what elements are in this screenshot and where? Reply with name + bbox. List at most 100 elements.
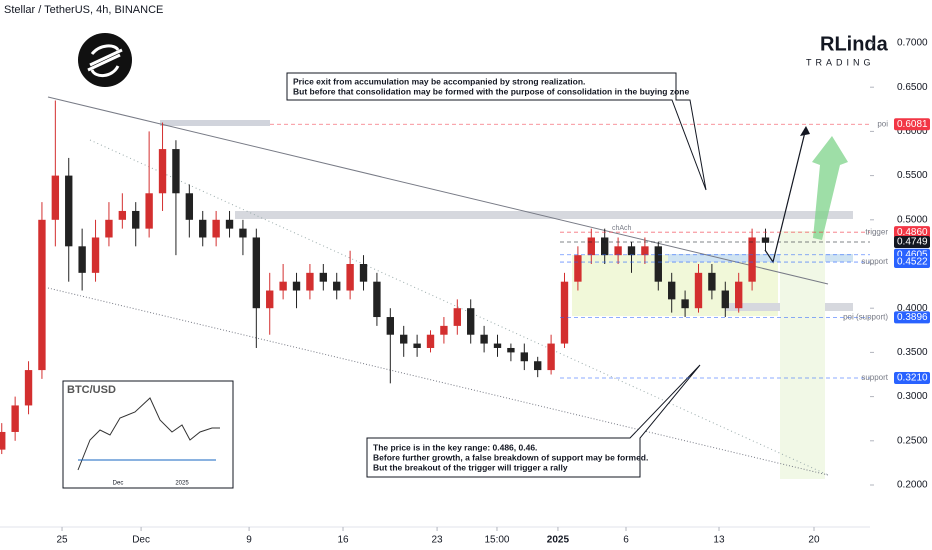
poi-zone [160, 120, 270, 126]
x-tick-label: 23 [432, 535, 444, 546]
candle-body [266, 290, 274, 309]
candle-body [373, 281, 381, 318]
candle-body [279, 281, 287, 291]
level-value: 0.4860 [897, 227, 928, 238]
level-badge [894, 226, 930, 239]
x-tick-label: 9 [246, 535, 252, 546]
x-tick-label: Dec [132, 535, 150, 546]
note-text: But the breakout of the trigger will tri… [373, 462, 568, 472]
candle-body [493, 343, 502, 348]
candle-body [654, 246, 662, 282]
candle-body [748, 237, 756, 282]
y-tick-label: 0.3500 [897, 347, 928, 358]
growth-arrow [812, 136, 848, 240]
inset-label: Dec [113, 481, 124, 487]
candle-body [694, 272, 703, 309]
candle-body [145, 193, 153, 229]
candle-body [587, 237, 595, 256]
level-badge [894, 118, 930, 131]
level-value: 0.4522 [897, 257, 928, 268]
plot [0, 100, 770, 455]
level-badge [894, 256, 930, 269]
candle-body [132, 210, 140, 229]
brand: RLinda [820, 33, 889, 55]
candle-body [426, 334, 435, 348]
note-text: But before that consolidation may be for… [293, 86, 689, 96]
candle-body [547, 343, 555, 371]
x-tick-label: 2025 [547, 535, 570, 546]
x-tick-label: 13 [713, 535, 725, 546]
candle-body [386, 317, 394, 335]
level-label: support [861, 257, 888, 266]
candle-body [601, 237, 609, 256]
candle-body [480, 334, 488, 344]
candle-body [38, 219, 46, 371]
candle-body [507, 347, 515, 353]
candle-body [346, 264, 354, 291]
candle-body [359, 264, 368, 282]
candle-body [614, 246, 622, 256]
candle-body [453, 308, 461, 326]
y-tick-label: 0.5500 [897, 170, 928, 181]
candle-body [51, 175, 60, 220]
chach-label: chAch [612, 225, 632, 232]
y-tick-label: 0.2500 [897, 435, 928, 446]
candle-body [627, 246, 636, 256]
y-tick-label: 0.6500 [897, 82, 928, 93]
candle-body [24, 370, 33, 406]
x-tick-label: 15:00 [484, 535, 509, 546]
y-tick-label: 0.4000 [897, 303, 928, 314]
note-text: The price is in the key range: 0.486, 0.… [373, 442, 537, 452]
channel-top [47, 96, 829, 285]
y-tick-label: 0.6000 [897, 126, 928, 137]
arrow-head [800, 126, 810, 136]
y-tick-label: 0.5000 [897, 214, 928, 225]
level-label: poi (support) [843, 313, 888, 322]
level-value: 0.4605 [897, 249, 928, 260]
candle-body [400, 334, 408, 344]
candle-body [105, 219, 113, 238]
candle-body [534, 361, 542, 371]
candle-body [681, 299, 689, 309]
candle-body [735, 281, 743, 309]
note-text: Before further growth, a false breakdown… [373, 452, 648, 462]
candle-body [91, 237, 100, 273]
level-label: poi [877, 119, 888, 128]
candle-body [185, 193, 194, 220]
target-zone [780, 231, 825, 479]
candle-body [761, 237, 770, 243]
candle-body [199, 219, 207, 238]
candle-body [440, 325, 448, 335]
candle-body [252, 237, 261, 309]
inset [62, 380, 234, 489]
level-value: 0.3896 [897, 312, 928, 323]
candle-body [306, 272, 314, 291]
logo-mark [87, 44, 123, 77]
candle-body [11, 405, 19, 432]
candle-body [172, 149, 180, 194]
candle-body [413, 343, 421, 348]
level-badge [894, 372, 930, 385]
candle-body [520, 352, 528, 362]
candle-body [721, 290, 729, 309]
candle-body [78, 246, 86, 273]
note-box [286, 72, 707, 191]
chart-title: Stellar / TetherUS, 4h, BINANCE [4, 4, 163, 16]
level-value: 0.3210 [897, 373, 928, 384]
candle-body [65, 175, 73, 247]
level-value: 0.6081 [897, 119, 928, 130]
candle-body [333, 281, 341, 291]
inset-title: BTC/USD [67, 384, 116, 396]
support-zone [668, 254, 853, 262]
x-tick-label: 16 [337, 535, 349, 546]
resistance-zone [235, 211, 853, 219]
candle-body [0, 431, 6, 450]
candle-body [158, 149, 167, 194]
candle-body [668, 281, 676, 300]
level-value: 0.4749 [897, 237, 928, 248]
level-label: trigger [865, 227, 888, 236]
candle-body [239, 228, 247, 238]
inset-line [77, 397, 220, 471]
level-label: support [861, 373, 888, 382]
